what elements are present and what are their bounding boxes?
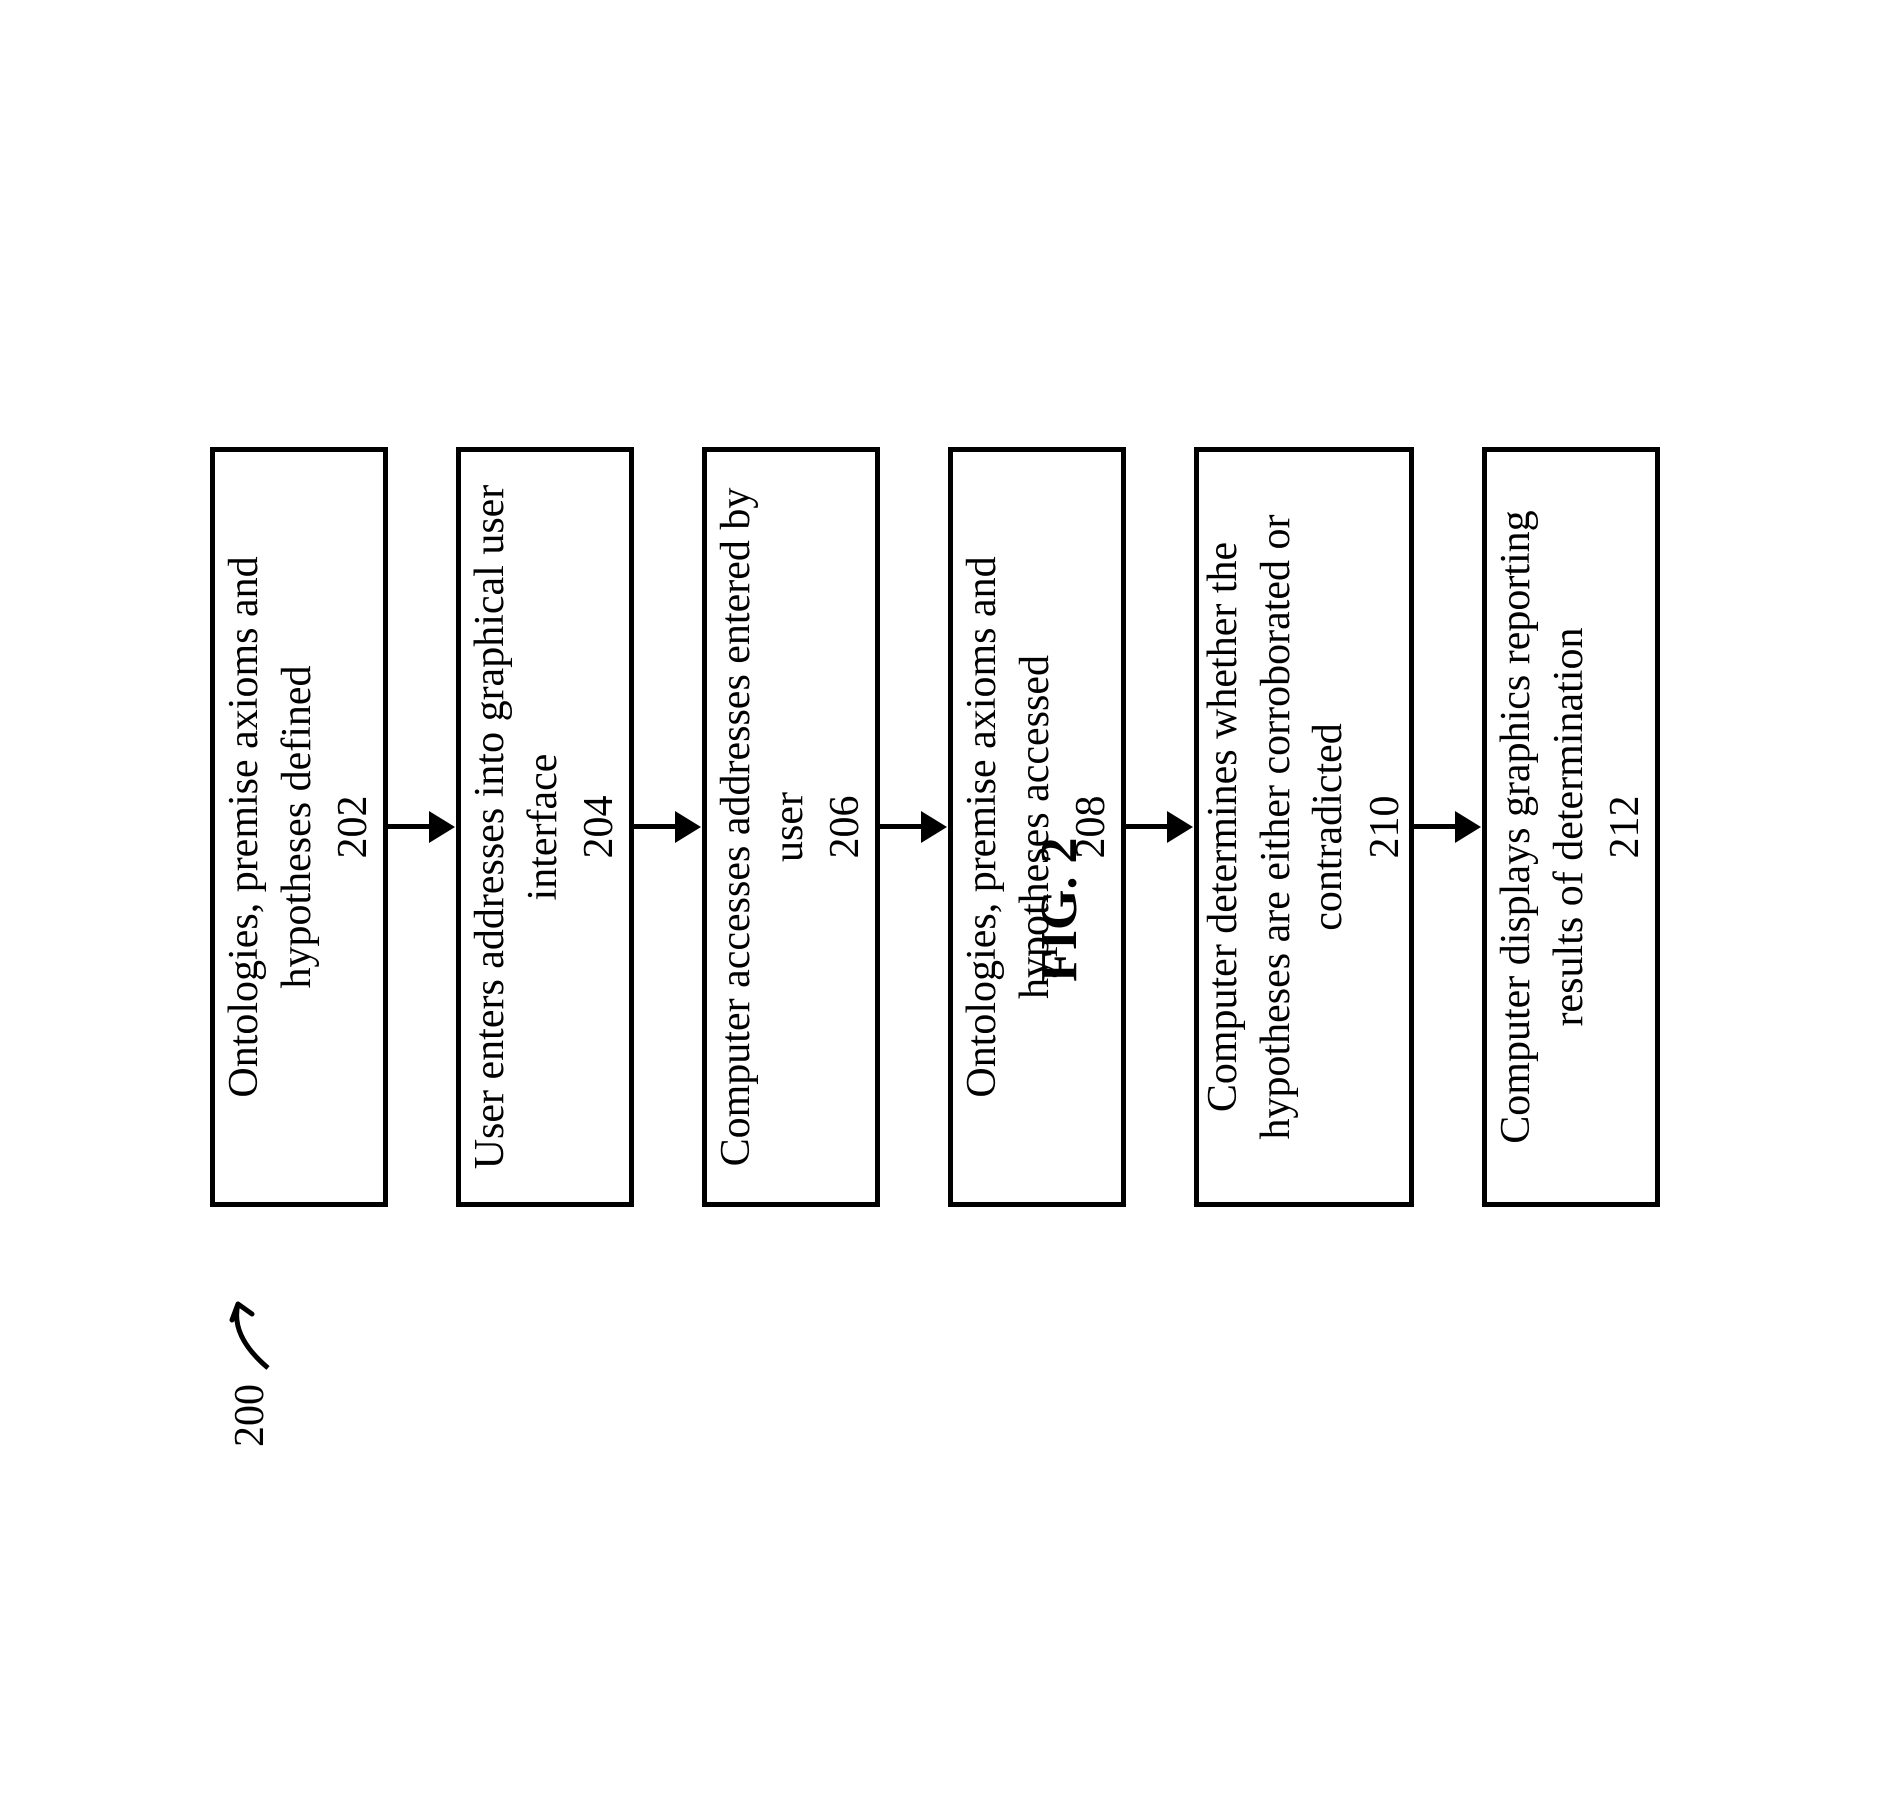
arrow-head-icon	[1455, 811, 1481, 843]
figure-reference-number: 200	[220, 1286, 280, 1447]
reference-arrow-icon	[220, 1286, 280, 1376]
flowchart-box: User enters addresses into graphical use…	[456, 447, 634, 1207]
arrow-shaft	[1126, 825, 1168, 830]
box-text: Computer accesses addresses entered by u…	[710, 476, 815, 1178]
flowchart-arrow	[880, 811, 948, 843]
box-reference-number: 208	[1065, 796, 1118, 859]
arrow-head-icon	[429, 811, 455, 843]
rotated-canvas: FIG. 2 200 Ontologies, premise axioms an…	[78, 0, 1820, 1820]
box-reference-number: 212	[1599, 796, 1652, 859]
box-reference-number: 206	[819, 796, 872, 859]
ref-number-text: 200	[226, 1384, 274, 1447]
flowchart-box: Computer displays graphics reporting res…	[1482, 447, 1660, 1207]
flowchart-arrow	[1126, 811, 1194, 843]
arrow-shaft	[880, 825, 922, 830]
flowchart-box: Computer determines whether the hypothes…	[1194, 447, 1414, 1207]
flowchart-arrow	[388, 811, 456, 843]
arrow-head-icon	[921, 811, 947, 843]
flowchart-arrow	[634, 811, 702, 843]
arrow-shaft	[634, 825, 676, 830]
box-text: User enters addresses into graphical use…	[464, 476, 569, 1178]
box-text: Computer displays graphics reporting res…	[1490, 476, 1595, 1178]
flowchart-arrow	[1414, 811, 1482, 843]
flowchart-box: Computer accesses addresses entered by u…	[702, 447, 880, 1207]
box-reference-number: 204	[573, 796, 626, 859]
arrow-head-icon	[1167, 811, 1193, 843]
box-text: Ontologies, premise axioms and hypothese…	[218, 476, 323, 1178]
arrow-shaft	[1414, 825, 1456, 830]
flowchart-box: Ontologies, premise axioms and hypothese…	[210, 447, 388, 1207]
flowchart-container: Ontologies, premise axioms and hypothese…	[210, 447, 1660, 1207]
arrow-shaft	[388, 825, 430, 830]
box-text: Ontologies, premise axioms and hypothese…	[956, 476, 1061, 1178]
arrow-head-icon	[675, 811, 701, 843]
box-reference-number: 202	[327, 796, 380, 859]
figure-inner: FIG. 2 200 Ontologies, premise axioms an…	[0, 0, 1898, 1742]
box-text: Computer determines whether the hypothes…	[1197, 476, 1355, 1178]
flowchart-box: Ontologies, premise axioms and hypothese…	[948, 447, 1126, 1207]
box-reference-number: 210	[1359, 796, 1412, 859]
